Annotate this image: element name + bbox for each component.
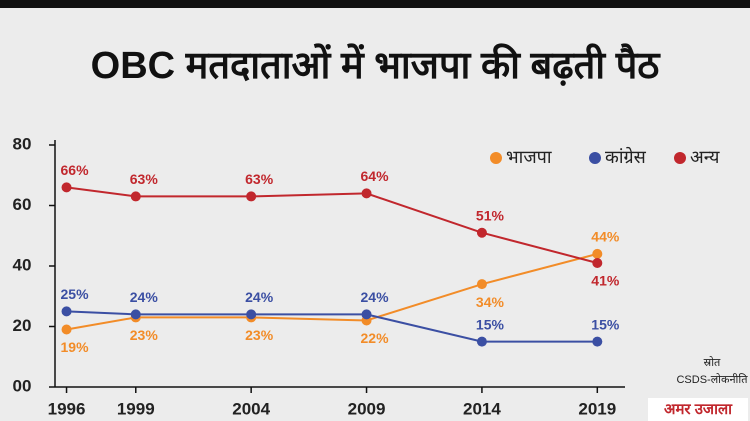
top-bar (0, 0, 750, 8)
point (361, 309, 372, 320)
point (246, 309, 257, 320)
x-tick-label: 1999 (117, 399, 155, 418)
x-tick-label: 1996 (48, 399, 86, 418)
chart-title: OBC मतदाताओं में भाजपा की बढ़ती पैठ (91, 43, 662, 87)
point (476, 227, 487, 238)
data-label: 19% (61, 339, 90, 355)
data-label: 63% (130, 171, 159, 187)
data-label: 23% (130, 327, 159, 343)
y-tick-label: 20 (13, 316, 32, 335)
y-tick-label: 80 (13, 134, 32, 153)
point (61, 324, 72, 335)
legend-label: कांग्रेस (605, 146, 647, 167)
point (476, 279, 487, 290)
data-label: 66% (61, 162, 90, 178)
source: CSDS-लोकनीति (676, 373, 748, 386)
legend-label: अन्य (690, 147, 720, 167)
data-label: 51% (476, 207, 505, 223)
x-tick-label: 2004 (232, 399, 270, 418)
y-tick-label: 40 (13, 255, 32, 274)
data-label: 22% (361, 330, 390, 346)
data-label: 24% (361, 289, 390, 305)
point (476, 336, 487, 347)
series-line (66, 252, 598, 331)
data-label: 25% (61, 286, 90, 302)
data-label: 24% (245, 289, 274, 305)
data-label: 63% (245, 171, 274, 187)
x-tick-label: 2009 (348, 399, 386, 418)
point (130, 309, 141, 320)
legend-swatch (490, 152, 502, 164)
point (592, 248, 603, 259)
data-label: 15% (591, 316, 620, 332)
y-tick-label: 60 (13, 195, 32, 214)
data-label: 15% (476, 316, 505, 332)
legend-swatch (674, 152, 686, 164)
point (130, 191, 141, 202)
data-label: 34% (476, 294, 505, 310)
y-tick-label: 00 (13, 376, 32, 395)
data-label: 44% (591, 229, 620, 245)
point (592, 336, 603, 347)
point (361, 188, 372, 199)
logo-box (648, 398, 748, 421)
x-tick-label: 2014 (463, 399, 501, 418)
legend-swatch (589, 152, 601, 164)
x-tick-label: 2019 (578, 399, 616, 418)
legend-label: भाजपा (506, 147, 552, 167)
data-label: 41% (591, 273, 620, 289)
series-line (66, 186, 598, 264)
source-label: स्रोत (704, 356, 721, 369)
point (61, 182, 72, 193)
point (246, 191, 257, 202)
data-label: 24% (130, 289, 159, 305)
data-label: 23% (245, 327, 274, 343)
point (61, 306, 72, 317)
point (592, 257, 603, 268)
series-line (66, 310, 598, 343)
logo: अमर उजाला (664, 401, 733, 418)
data-label: 64% (361, 168, 390, 184)
